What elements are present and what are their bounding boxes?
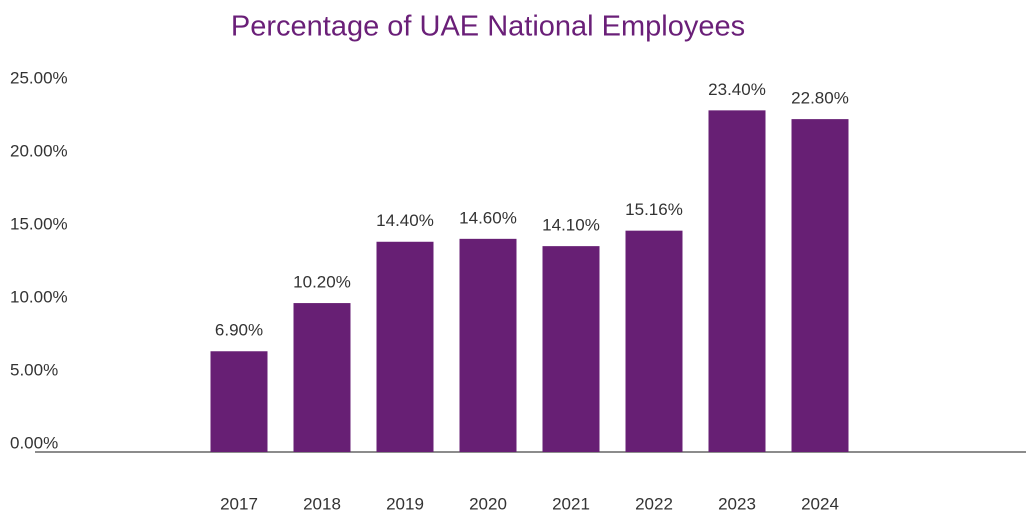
data-label: 15.16% xyxy=(625,200,683,219)
x-tick-label: 2020 xyxy=(469,494,507,513)
x-tick-label: 2023 xyxy=(718,494,756,513)
data-label: 14.60% xyxy=(459,208,517,227)
bar xyxy=(625,230,683,452)
y-tick-label: 20.00% xyxy=(10,141,68,160)
y-tick-label: 25.00% xyxy=(10,68,68,87)
bar xyxy=(459,238,517,452)
x-tick-label: 2022 xyxy=(635,494,673,513)
chart-title: Percentage of UAE National Employees xyxy=(231,11,745,43)
data-label: 22.80% xyxy=(791,89,849,108)
data-label: 6.90% xyxy=(215,321,263,340)
x-tick-label: 2024 xyxy=(801,494,839,513)
bar xyxy=(791,119,849,453)
x-tick-label: 2019 xyxy=(386,494,424,513)
y-tick-label: 5.00% xyxy=(10,360,58,379)
y-tick-label: 15.00% xyxy=(10,214,68,233)
data-label: 10.20% xyxy=(293,273,351,292)
bar xyxy=(293,303,351,452)
y-tick-label: 0.00% xyxy=(10,433,58,452)
x-tick-label: 2021 xyxy=(552,494,590,513)
bar xyxy=(210,351,268,452)
y-tick-label: 10.00% xyxy=(10,287,68,306)
data-label: 23.40% xyxy=(708,80,766,99)
bar xyxy=(708,110,766,453)
data-label: 14.10% xyxy=(542,216,600,235)
bar xyxy=(376,241,434,452)
x-tick-label: 2017 xyxy=(220,494,258,513)
data-label: 14.40% xyxy=(376,211,434,230)
x-tick-label: 2018 xyxy=(303,494,341,513)
bar xyxy=(542,246,600,452)
